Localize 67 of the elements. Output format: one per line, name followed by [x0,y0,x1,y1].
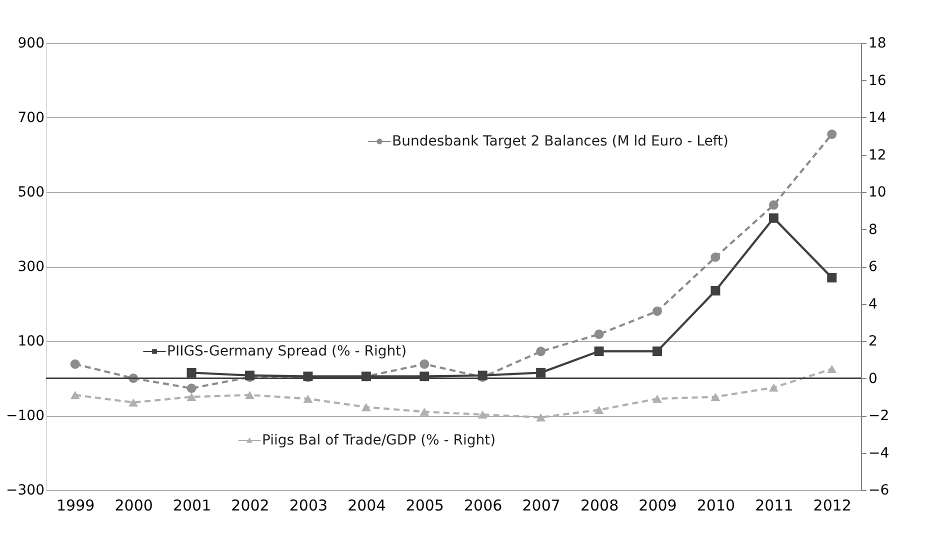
point [420,359,430,369]
point [303,394,313,403]
x-tick-label: 2000 [114,496,153,514]
y-tick-label: 100 [18,334,44,350]
x-tick-label: 2008 [580,496,619,514]
y2-tick-label: 4 [868,296,878,312]
x-tick-label: 2007 [522,496,560,514]
point [536,368,546,378]
point [70,359,80,369]
x-tick-label: 2006 [464,496,502,514]
legend-label: Piigs Bal of Trade/GDP (% - Right) [262,432,496,448]
point [768,383,778,392]
point [827,130,837,139]
point [710,286,720,296]
y-tick-label: 300 [18,259,44,275]
point [245,390,254,400]
y2-tick-label: 0 [868,370,878,387]
x-tick-label: 2004 [348,496,386,514]
point [420,408,430,416]
y2-tick-label: −4 [868,445,890,462]
legend-label: Bundesbank Target 2 Balances (M ld Euro - Left) [392,134,728,150]
x-tick-label: 2005 [406,496,444,514]
y-tick-label: 500 [18,184,44,200]
y2-tick-label: −6 [868,482,890,498]
y2-tick-label: 14 [868,110,886,126]
x-tick-label: 2012 [813,496,852,514]
point [128,398,138,407]
y2-tick-label: 18 [868,36,886,52]
x-tick-label: 2002 [231,496,270,514]
y2-tick-label: 8 [868,222,878,238]
x-tick-label: 2009 [638,496,677,514]
y-tick-label: −100 [6,408,44,424]
point [710,252,720,262]
y2-tick-label: −2 [868,408,890,424]
point [594,406,604,414]
y2-tick-label: 6 [868,259,878,275]
point [70,390,80,400]
y2-tick-label: 16 [868,72,886,89]
point [361,403,371,412]
point [768,213,778,223]
x-tick-label: 1999 [56,496,95,514]
point [652,346,662,356]
point [594,330,604,340]
y-tick-label: 700 [18,110,44,126]
point [594,346,604,356]
y-tick-label: 900 [18,36,44,52]
y-tick-label: −300 [6,482,44,498]
legend-label: PIIGS-Germany Spread (% - Right) [167,344,407,360]
point [768,200,778,210]
point [536,413,546,422]
x-tick-label: 2003 [289,496,328,514]
point [478,410,488,419]
y2-tick-label: 12 [868,147,886,164]
y2-tick-label: 2 [868,334,878,350]
point [186,392,196,401]
point [827,364,837,374]
x-tick-label: 2011 [755,496,794,514]
point [827,272,837,282]
point [652,306,662,316]
x-tick-label: 2001 [172,496,212,514]
point [186,384,196,394]
point [652,394,662,403]
point [536,346,546,356]
point [186,368,196,378]
point [710,392,720,401]
y2-tick-label: 10 [868,184,886,200]
x-tick-label: 2010 [696,496,736,514]
